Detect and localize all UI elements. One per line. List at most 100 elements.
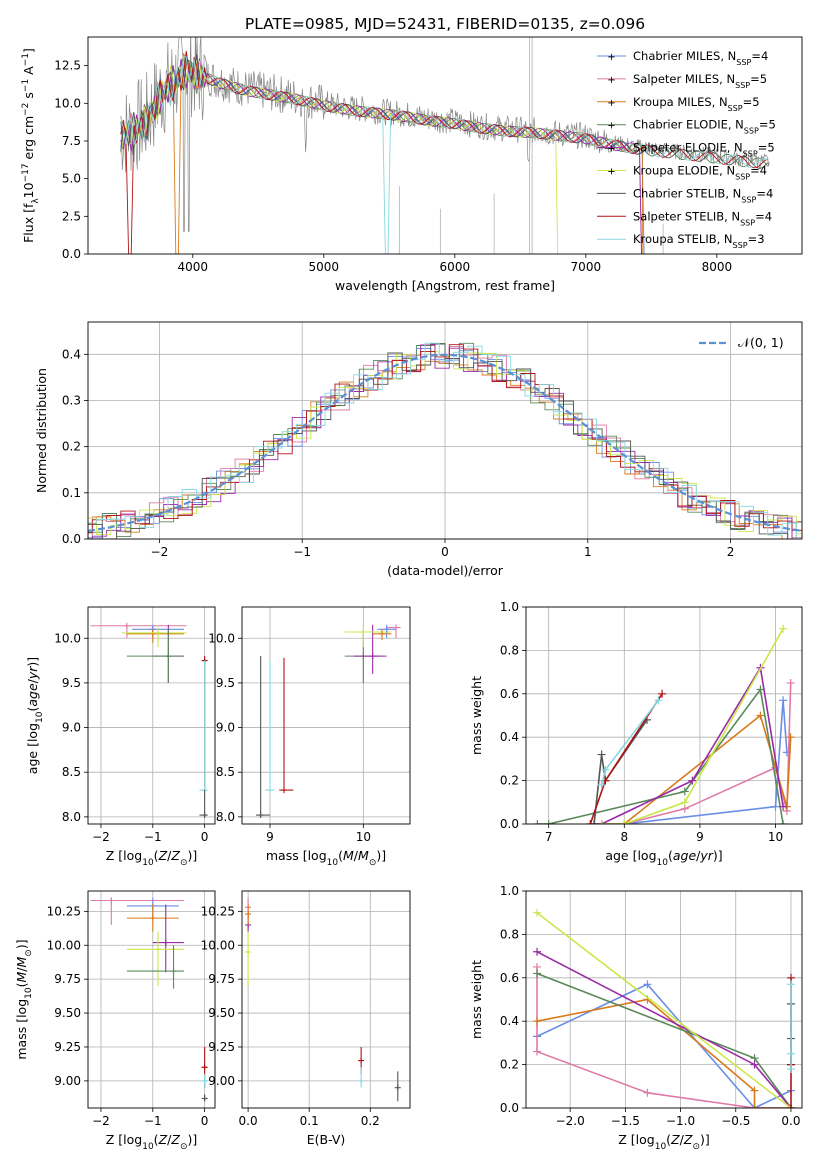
legend-label: Kroupa MILES, NSSP=5 [633,95,760,113]
weight-marker-chabrier_miles [779,696,788,705]
axes-weight_vs_age: 7 8 9 10 0.0 0.2 0.4 0.6 0.8 1.0 age [log10(age/yr… [469,600,803,868]
x-tick-label: 9 [696,830,704,844]
y-axis-label: Flux [fλ10−17 erg cm−2 s−1 A−1] [21,48,41,243]
weight-marker-salpeter_miles [533,1047,542,1056]
axes-age_vs_mass: 9 10 8.0 8.5 9.0 9.5 10.0 mass [log10(M/M⊙)] [208,606,411,868]
weight-marker-kroupa_miles [786,733,795,742]
legend-marker: + [607,167,615,178]
y-tick-label: 10.0 [208,631,235,645]
weight-marker-kroupa_elodie [597,820,606,824]
y-tick-label: 0.2 [62,440,81,454]
legend-marker: + [607,52,615,63]
axes-spectrum: 4000 5000 6000 7000 8000 0.0 2.5 5.0 7.5 10.0 12.5… [21,36,803,293]
legend-label: Chabrier MILES, NSSP=4 [633,49,768,67]
point-kroupa_stelib [358,1077,365,1084]
x-tick-label: 10 [768,830,783,844]
x-tick-label: 0 [441,545,449,559]
point-chabrier_elodie [170,968,177,975]
weight-marker-kroupa_stelib [786,980,795,989]
x-tick-label: 5000 [309,260,340,274]
y-tick-label: 10.0 [54,631,81,645]
legend-label: Kroupa STELIB, NSSP=3 [633,232,765,250]
weight-marker-chabrier_elodie [680,787,689,796]
weight-marker-kroupa_miles [750,1086,759,1095]
weight-marker-kroupa_elodie [620,820,629,824]
y-tick-label: 2.5 [62,209,81,223]
y-tick-label: 0.2 [500,774,519,788]
y-tick-label: 0.0 [500,1101,519,1115]
y-tick-label: 9.75 [54,972,81,986]
point-kroupa_elodie [245,949,252,956]
point-salpeter_miles [393,624,399,631]
axis-frame: 9 10 8.0 8.5 9.0 9.5 10.0 mass [log10(M/M⊙)] [208,606,411,868]
point-salpeter_elodie [162,939,169,946]
x-tick-label: 0.1 [300,1114,319,1128]
legend-label: Salpeter ELODIE, NSSP=5 [633,141,775,159]
y-tick-label: 9.5 [62,676,81,690]
point-salpeter_stelib [281,787,287,794]
y-tick-label: 9.0 [62,721,81,735]
y-tick-label: 1.0 [500,884,519,898]
y-tick-label: 0.4 [62,347,81,361]
point-salpeter_stelib [358,1057,365,1064]
x-tick-label: 4000 [178,260,209,274]
x-tick-label: 0.0 [781,1114,800,1128]
y-tick-label: 10.0 [54,96,81,110]
axes-frame [525,890,803,1109]
legend-label: Salpeter MILES, NSSP=5 [633,72,767,90]
x-axis-label: Z [log10(Z/Z⊙)] [618,1132,710,1152]
axes-frame [241,890,411,1109]
y-tick-label: 9.75 [208,972,235,986]
x-tick-label: −1 [144,1114,162,1128]
point-chabrier_stelib [257,812,264,819]
weight-marker-salpeter_elodie [533,947,542,956]
y-tick-label: 10.00 [201,938,235,952]
x-tick-label: −1.5 [611,1114,640,1128]
x-tick-label: 8000 [702,260,733,274]
y-tick-label: 9.00 [208,1074,235,1088]
weight-marker-kroupa_stelib [786,1049,795,1058]
legend-label: Salpeter STELIB, NSSP=4 [633,209,772,227]
axes-mass_vs_Z: −2 −1 0 9.00 9.25 9.50 9.75 10.00 10.25 Z [log10(… [14,890,216,1152]
point-salpeter_elodie [369,653,376,660]
histogram-kroupa_stelib [88,342,802,539]
plot-area [256,624,401,819]
y-tick-label: 9.0 [216,721,235,735]
legend: + Chabrier MILES, NSSP=4 + Salpeter MILES, … [597,49,776,250]
x-tick-label: −0.5 [721,1114,750,1128]
axes-age_vs_Z: −2 −1 0 8.0 8.5 9.0 9.5 10.0 Z [log10(Z/Z⊙)] age … [25,606,216,868]
plot-area [533,908,795,1108]
y-tick-label: 0.0 [62,247,81,261]
x-tick-label: 0.0 [239,1114,258,1128]
point-salpeter_miles [123,622,130,629]
point-kroupa_elodie [154,629,161,636]
point-chabrier_elodie [165,653,172,660]
weight-marker-chabrier_elodie [533,820,542,824]
legend-label: Kroupa ELODIE, NSSP=4 [633,164,767,182]
point-chabrier_stelib [201,812,208,819]
point-kroupa_miles [245,911,252,918]
weight-marker-kroupa_stelib [786,1064,795,1073]
plot-area [90,622,208,819]
weight-line-kroupa_elodie [601,628,784,824]
model-line-chabrier_stelib [120,54,769,169]
y-tick-label: 0.6 [500,971,519,985]
y-axis-label: mass weight [469,676,484,755]
plot-area [90,897,208,1102]
y-tick-label: 7.5 [62,134,81,148]
y-tick-label: 0.4 [500,1014,519,1028]
weight-marker-kroupa_stelib [601,765,610,774]
weight-marker-chabrier_elodie [756,685,765,694]
x-tick-label: −1.0 [666,1114,695,1128]
y-tick-label: 9.00 [54,1074,81,1088]
x-axis-label: wavelength [Angstrom, rest frame] [335,278,555,293]
x-tick-label: −2.0 [556,1114,585,1128]
weight-marker-kroupa_miles [533,1017,542,1026]
axes-frame [87,36,803,255]
axes-frame [525,606,803,825]
y-tick-label: 10.00 [47,938,81,952]
axis-frame: 0.0 0.1 0.2 9.00 9.25 9.50 9.75 10.00 10.25 E(B-V… [201,890,411,1147]
y-tick-label: 0.0 [62,532,81,546]
weight-marker-kroupa_miles [750,1104,759,1108]
